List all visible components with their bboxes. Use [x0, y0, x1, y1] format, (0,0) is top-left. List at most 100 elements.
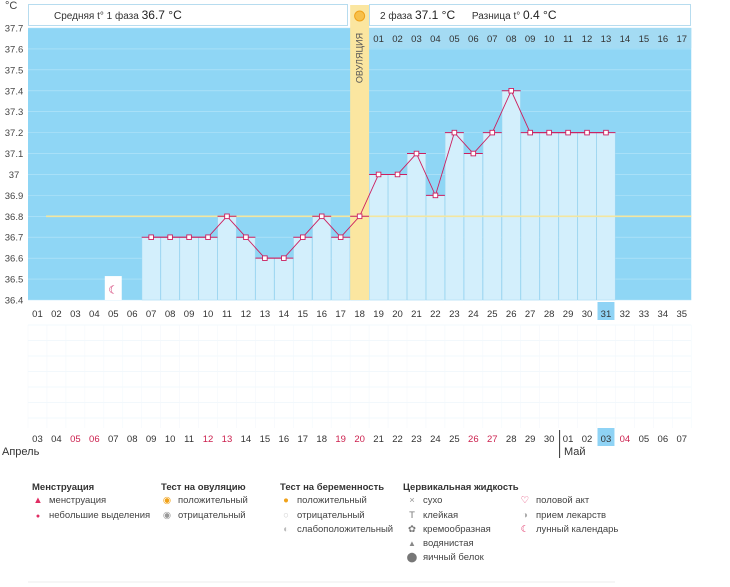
temperature-bar — [160, 237, 180, 301]
calendar-day-label: 08 — [127, 434, 138, 445]
cross-icon: × — [409, 495, 415, 506]
cycle-day-label: 12 — [241, 309, 252, 320]
calendar-day-label: 19 — [335, 434, 346, 445]
y-tick-label: 36.9 — [5, 191, 24, 202]
y-tick-label: 37.3 — [5, 107, 24, 118]
egg-white-icon: ⬤ — [406, 552, 418, 563]
ovulation-column — [350, 5, 370, 300]
phase2-day-label: 05 — [449, 34, 460, 45]
temperature-bar — [179, 237, 199, 301]
y-tick-label: 36.8 — [5, 212, 24, 223]
temperature-bar — [369, 174, 388, 301]
calendar-day-label: 25 — [449, 434, 460, 445]
month-april: Апрель — [2, 446, 40, 458]
cycle-day-label: 05 — [108, 309, 119, 320]
temperature-point — [205, 234, 211, 240]
cycle-day-label: 21 — [411, 309, 422, 320]
pill-icon: ◑ — [522, 510, 528, 521]
temperature-bar — [312, 216, 332, 301]
temperature-point — [243, 234, 249, 240]
temperature-bar — [274, 257, 294, 301]
diff-value: 0.4 °C — [523, 8, 557, 22]
phase1-label: Средняя t° 1 фаза — [54, 11, 139, 22]
pregnancy-negative-icon: ○ — [283, 510, 289, 521]
phase2-day-label: 09 — [525, 34, 536, 45]
phase2-label: 2 фаза — [380, 11, 413, 22]
calendar-day-label: 02 — [582, 434, 593, 445]
cycle-day-label: 13 — [260, 309, 271, 320]
calendar-day-label: 03 — [601, 434, 612, 445]
temperature-point — [413, 150, 420, 157]
temperature-point — [584, 129, 590, 136]
calendar-day-label: 20 — [354, 434, 365, 445]
sun-negative-icon: ◉ — [162, 510, 172, 521]
y-tick-label: 36.4 — [5, 296, 24, 307]
cycle-day-label: 17 — [335, 309, 346, 320]
calendar-day-label: 13 — [222, 434, 233, 445]
creamy-icon: ✿ — [408, 524, 416, 535]
y-tick-label: 37.7 — [5, 24, 24, 35]
cycle-day-label: 02 — [51, 309, 62, 320]
phase1-summary: Средняя t° 1 фаза 36.7 °C — [28, 4, 348, 26]
small-drop-icon: ● — [35, 513, 41, 520]
temperature-point — [394, 171, 401, 178]
temperature-point — [356, 213, 363, 220]
legend-ovtest-negative: ◉ отрицательный — [162, 510, 246, 521]
cycle-day-label: 01 — [32, 309, 43, 320]
cycle-day-label: 20 — [392, 309, 403, 320]
blood-drop-icon: ▲ — [33, 495, 43, 506]
cycle-day-label: 31 — [601, 309, 612, 320]
cycle-day-label: 34 — [658, 309, 669, 320]
cycle-day-label: 18 — [354, 309, 365, 320]
phase2-day-label: 17 — [676, 34, 687, 45]
phase2-day-label: 10 — [544, 34, 555, 45]
temperature-point — [508, 88, 514, 94]
calendar-day-label: 09 — [146, 434, 157, 445]
temperature-point — [167, 234, 173, 240]
phase2-day-label: 08 — [506, 34, 517, 45]
cycle-day-label: 35 — [676, 309, 687, 320]
cycle-day-label: 24 — [468, 309, 479, 320]
temperature-bar — [426, 195, 445, 301]
temperature-point — [262, 255, 268, 261]
calendar-day-label: 07 — [108, 434, 119, 445]
calendar-day-label: 14 — [241, 434, 252, 445]
phase2-day-label: 11 — [563, 34, 573, 45]
calendar-day-label: 07 — [676, 434, 687, 445]
legend-cervical-title: Цервикальная жидкость — [403, 482, 519, 493]
temperature-point — [148, 234, 154, 240]
cycle-day-label: 09 — [184, 309, 195, 320]
legend-cervical-dry: × сухо — [406, 495, 442, 506]
temperature-point — [186, 234, 192, 240]
calendar-day-label: 10 — [165, 434, 176, 445]
cycle-day-label: 14 — [279, 309, 290, 320]
temperature-point — [337, 234, 344, 240]
phase2-day-label: 12 — [582, 34, 593, 45]
pregnancy-weak-icon: ◐ — [283, 524, 289, 535]
cycle-day-label: 22 — [430, 309, 441, 320]
cycle-day-label: 30 — [582, 309, 593, 320]
cycle-day-label: 29 — [563, 309, 574, 320]
temperature-bar — [255, 257, 275, 301]
temperature-bar — [407, 153, 426, 301]
temperature-bar — [198, 237, 218, 301]
calendar-today-highlight — [597, 428, 615, 446]
calendar-day-label: 16 — [279, 434, 290, 445]
cycle-day-label: 06 — [127, 309, 138, 320]
legend-spotting: ● небольшие выделения — [32, 510, 150, 521]
calendar-day-label: 18 — [316, 434, 327, 445]
temperature-point — [451, 129, 458, 136]
legend-menstruation-title: Менструация — [32, 482, 95, 493]
y-tick-label: 36.6 — [5, 254, 24, 265]
ovulation-label: ОВУЛЯЦИЯ — [355, 33, 365, 83]
temperature-bar — [141, 237, 161, 301]
phase2-value: 37.1 °C — [414, 8, 456, 22]
sun-icon — [354, 10, 366, 22]
phase2-day-label: 15 — [639, 34, 650, 45]
legend-pregnancy-test-title: Тест на беременность — [280, 482, 385, 493]
cycle-day-label: 23 — [449, 309, 460, 320]
month-may: Май — [564, 446, 586, 458]
legend-ovtest-positive: ◉ положительный — [162, 495, 248, 506]
calendar-day-label: 04 — [51, 434, 62, 445]
